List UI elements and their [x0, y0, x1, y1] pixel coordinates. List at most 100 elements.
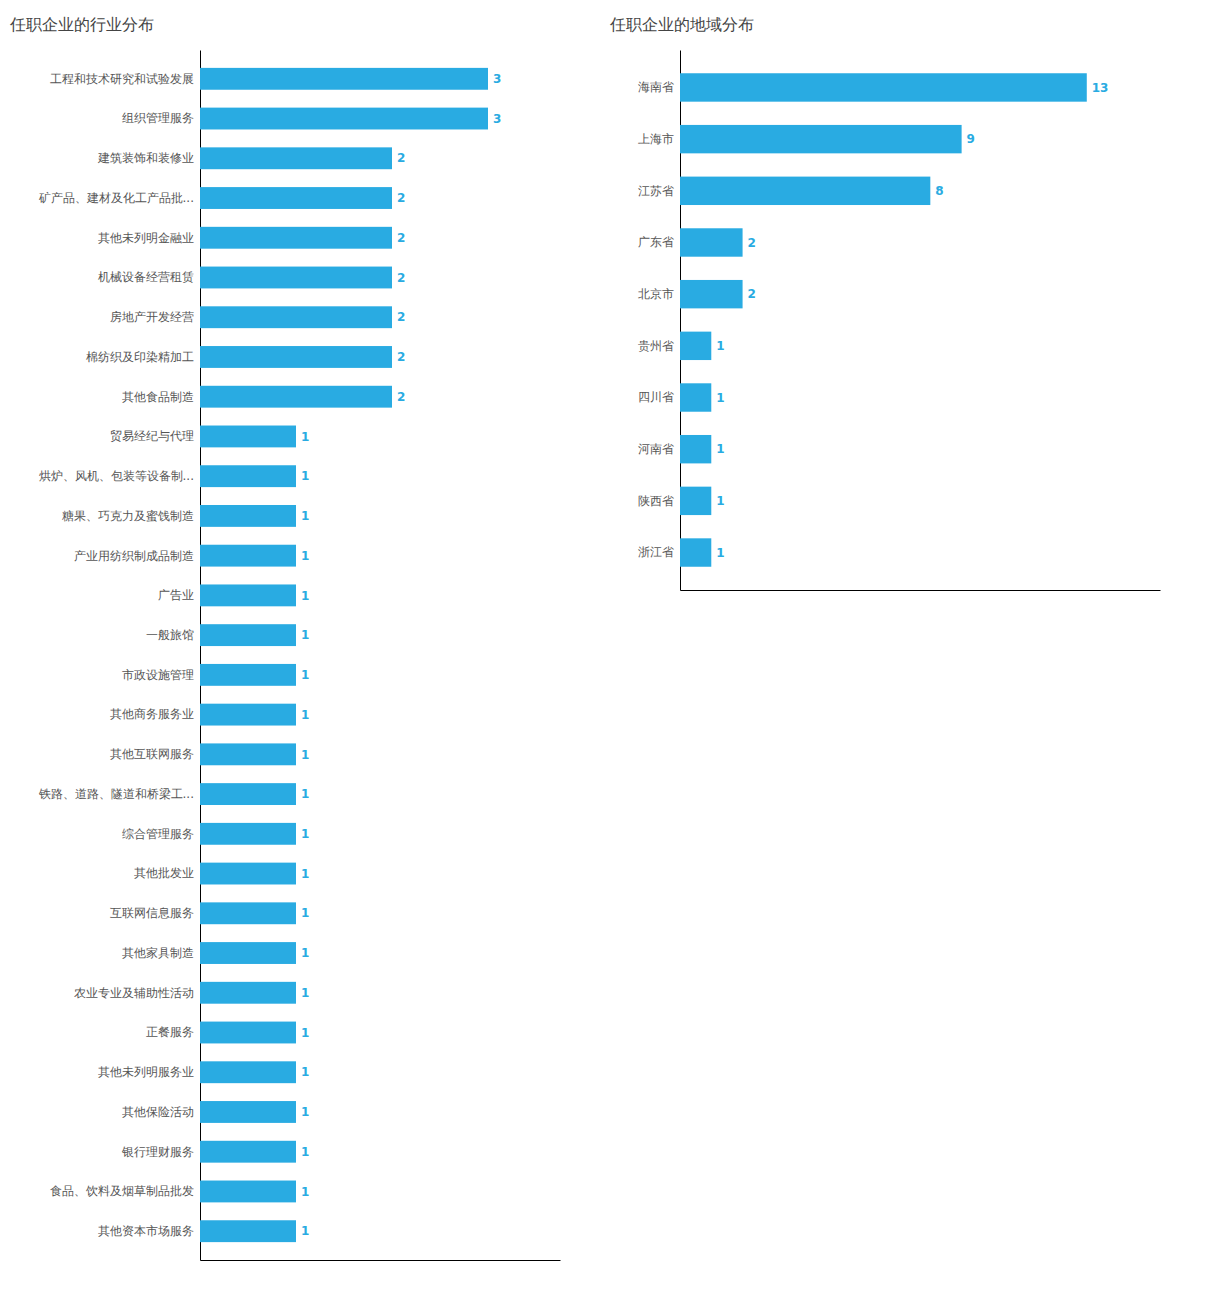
y-tick-label: 正餐服务	[146, 1025, 194, 1039]
y-tick: 江苏省	[638, 184, 680, 198]
y-tick-label: 组织管理服务	[122, 111, 194, 125]
y-tick-label: 一般旅馆	[146, 628, 194, 642]
data-label: 2	[397, 191, 405, 205]
y-tick: 食品、饮料及烟草制品批发	[50, 1184, 200, 1198]
data-label: 1	[301, 748, 309, 762]
bars	[680, 73, 1087, 566]
bar	[200, 545, 296, 567]
bar	[680, 538, 711, 566]
y-tick: 其他资本市场服务	[98, 1224, 200, 1238]
y-tick-label: 产业用纺织制成品制造	[74, 548, 194, 562]
y-tick: 一般旅馆	[146, 628, 200, 642]
bar	[680, 177, 930, 205]
y-tick-label: 烘炉、风机、包装等设备制...	[39, 469, 194, 483]
bar	[680, 280, 743, 308]
y-tick-label: 银行理财服务	[121, 1145, 194, 1159]
bar	[200, 426, 296, 448]
data-label: 8	[935, 184, 943, 198]
y-tick: 棉纺织及印染精加工	[86, 350, 200, 364]
data-label: 1	[716, 442, 724, 456]
data-label: 2	[397, 310, 405, 324]
data-label: 2	[748, 287, 756, 301]
bar	[200, 823, 296, 845]
data-label: 2	[397, 231, 405, 245]
bar	[200, 1141, 296, 1163]
data-label: 1	[301, 787, 309, 801]
data-labels: 332222222111111111111111111111	[301, 72, 501, 1238]
y-tick-label: 其他未列明服务业	[98, 1065, 194, 1079]
bar	[200, 1061, 296, 1083]
bar	[200, 147, 392, 169]
y-tick-label: 贸易经纪与代理	[110, 429, 194, 443]
y-tick: 四川省	[638, 390, 680, 404]
bar	[680, 228, 743, 256]
y-tick: 其他商务服务业	[110, 707, 200, 721]
y-tick: 市政设施管理	[122, 668, 200, 682]
bar	[200, 108, 488, 130]
y-tick: 农业专业及辅助性活动	[74, 986, 200, 1000]
data-label: 2	[397, 151, 405, 165]
y-tick-label: 其他互联网服务	[110, 747, 194, 761]
bar	[200, 505, 296, 527]
bar	[200, 68, 488, 90]
bars	[200, 68, 488, 1242]
data-label: 1	[716, 494, 724, 508]
data-label: 1	[301, 1026, 309, 1040]
x-axis	[681, 590, 1161, 591]
bar	[680, 435, 711, 463]
y-tick-label: 农业专业及辅助性活动	[74, 986, 194, 1000]
y-tick: 正餐服务	[146, 1025, 200, 1039]
y-tick-label: 广告业	[158, 588, 194, 602]
data-label: 3	[493, 72, 501, 86]
y-tick: 浙江省	[638, 545, 680, 559]
data-label: 2	[748, 236, 756, 250]
y-tick-label: 房地产开发经营	[110, 310, 194, 324]
bar	[200, 267, 392, 289]
y-tick: 矿产品、建材及化工产品批...	[38, 191, 200, 205]
y-tick: 其他保险活动	[122, 1105, 200, 1119]
data-label: 13	[1092, 81, 1109, 95]
data-label: 1	[301, 549, 309, 563]
data-label: 1	[301, 668, 309, 682]
x-axis-line	[201, 1260, 561, 1261]
bar	[680, 73, 1087, 101]
data-label: 1	[301, 867, 309, 881]
bar	[200, 1101, 296, 1123]
y-tick: 其他未列明服务业	[98, 1065, 200, 1079]
y-tick: 陕西省	[638, 494, 680, 508]
data-label: 1	[716, 546, 724, 560]
y-tick-label: 其他批发业	[134, 866, 194, 880]
bar	[200, 1181, 296, 1203]
y-tick: 产业用纺织制成品制造	[74, 548, 200, 562]
data-label: 3	[493, 112, 501, 126]
data-label: 2	[397, 390, 405, 404]
y-tick: 贵州省	[638, 339, 680, 353]
chart-panel: 工程和技术研究和试验发展组织管理服务建筑装饰和装修业矿产品、建材及化工产品批..…	[38, 51, 561, 1261]
y-axis: 海南省上海市江苏省广东省北京市贵州省四川省河南省陕西省浙江省	[638, 51, 681, 591]
y-tick-label: 棉纺织及印染精加工	[86, 350, 194, 364]
y-tick-label: 贵州省	[638, 339, 674, 353]
y-tick-label: 矿产品、建材及化工产品批...	[38, 191, 194, 205]
y-axis: 工程和技术研究和试验发展组织管理服务建筑装饰和装修业矿产品、建材及化工产品批..…	[38, 51, 201, 1261]
y-tick: 糖果、巧克力及蜜饯制造	[62, 509, 200, 523]
bar	[200, 982, 296, 1004]
bar	[200, 783, 296, 805]
data-label: 1	[716, 339, 724, 353]
data-label: 1	[301, 1224, 309, 1238]
bar	[200, 386, 392, 408]
chart-title: 任职企业的地域分布	[609, 15, 754, 34]
data-label: 2	[397, 271, 405, 285]
data-label: 1	[301, 469, 309, 483]
bar	[200, 743, 296, 765]
chart-panel: 海南省上海市江苏省广东省北京市贵州省四川省河南省陕西省浙江省1398221111…	[638, 51, 1161, 591]
bar	[200, 624, 296, 646]
y-tick: 互联网信息服务	[110, 906, 200, 920]
y-tick-label: 互联网信息服务	[110, 906, 194, 920]
x-axis	[201, 1260, 561, 1261]
bar	[680, 332, 711, 360]
data-label: 1	[301, 430, 309, 444]
y-tick: 海南省	[638, 80, 680, 94]
y-tick-label: 四川省	[638, 390, 674, 404]
y-tick-label: 综合管理服务	[122, 827, 194, 841]
y-tick-label: 其他家具制造	[122, 946, 194, 960]
